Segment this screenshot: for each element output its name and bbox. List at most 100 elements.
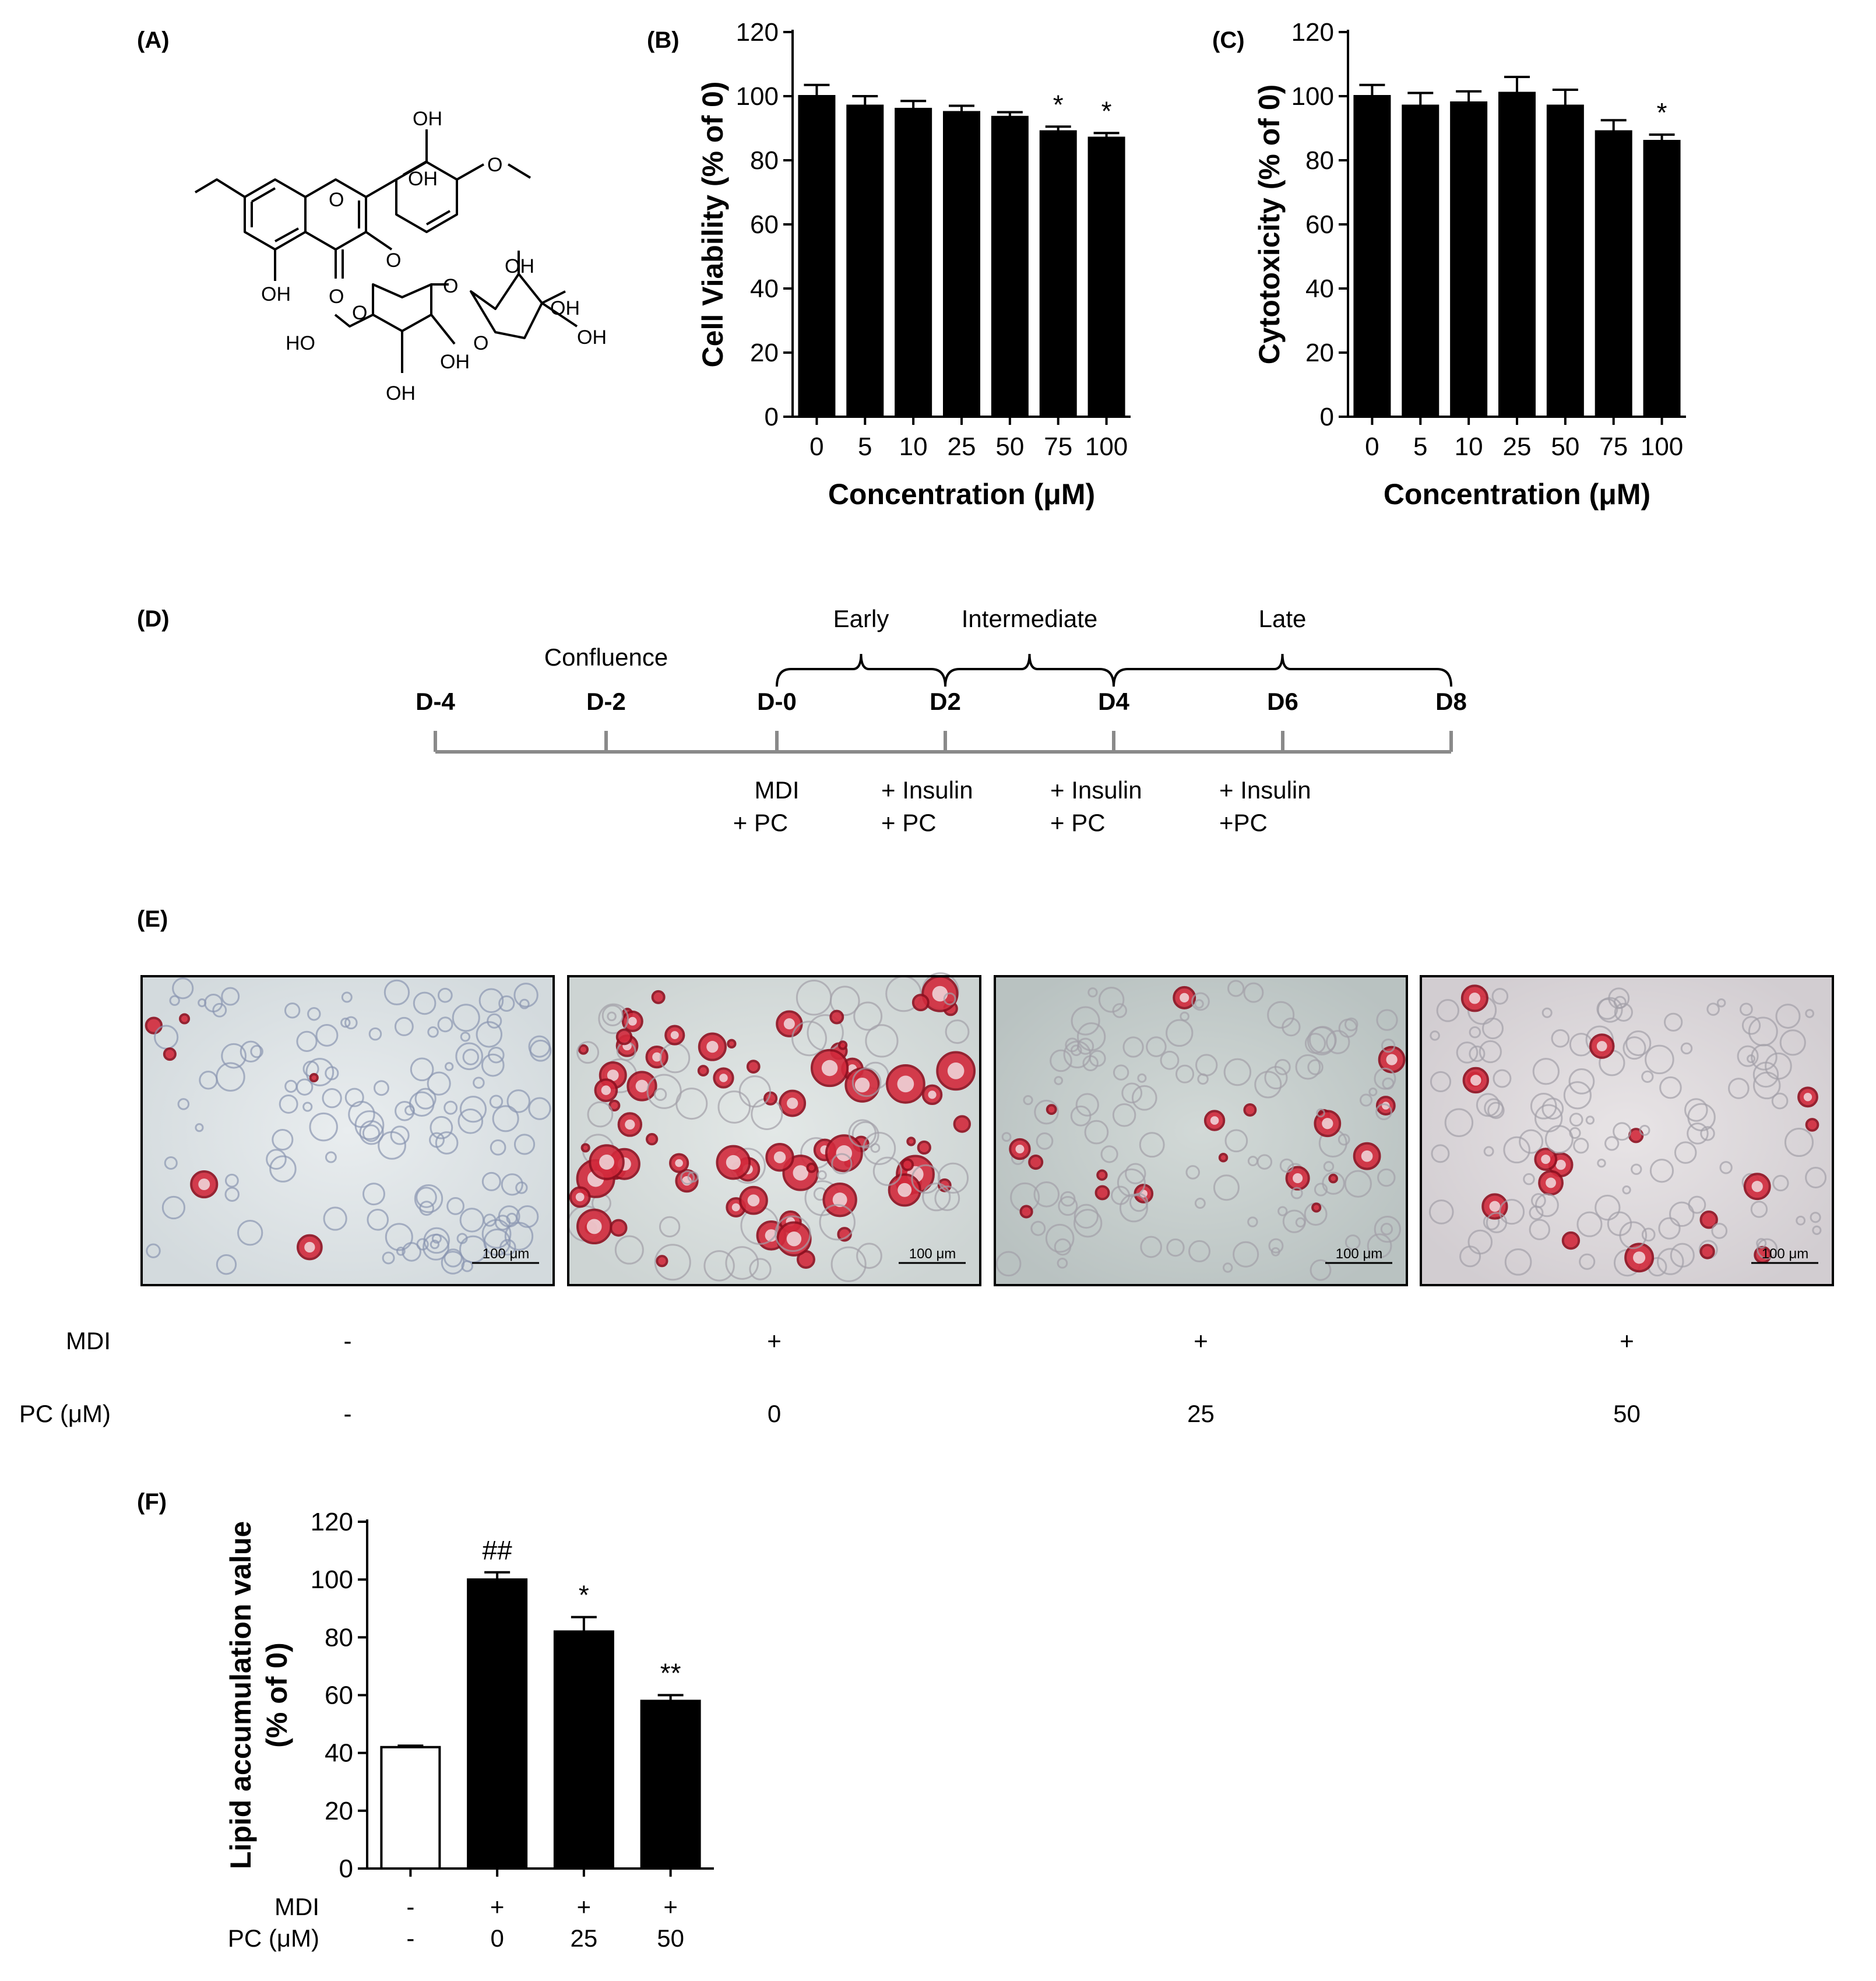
mdi-value: + [1620, 1327, 1634, 1354]
cell [413, 991, 437, 1015]
cell [1254, 1071, 1282, 1099]
cell [656, 1255, 668, 1268]
bar [991, 115, 1029, 418]
cell [340, 1018, 351, 1028]
cell [1568, 1068, 1595, 1095]
cell [806, 1162, 817, 1173]
cell [423, 1227, 450, 1254]
cell-lumen [1546, 1177, 1556, 1188]
cell [161, 1195, 186, 1220]
cell [995, 1251, 1022, 1277]
y-axis-title: Cytotoxicity (% of 0) [1253, 85, 1286, 365]
bar [1450, 101, 1488, 418]
cell-lumen [625, 1119, 635, 1130]
cell [1664, 1012, 1683, 1032]
cell [1430, 1030, 1440, 1041]
cell [452, 1004, 480, 1032]
cell [382, 1251, 395, 1265]
mol-label: OH [408, 168, 438, 190]
bar [1546, 104, 1584, 418]
cell [1311, 1202, 1322, 1213]
cell [1741, 1016, 1761, 1035]
cell [1771, 1092, 1789, 1110]
cell [414, 1088, 437, 1110]
cell [1367, 1233, 1392, 1259]
cell [1428, 1199, 1454, 1225]
mol-label: OH [413, 108, 442, 130]
cell [367, 1209, 389, 1231]
cell-lumen [586, 1219, 602, 1234]
cell [309, 1073, 319, 1083]
cell [1796, 1215, 1806, 1226]
cell [922, 1183, 951, 1212]
x-tick-label: 5 [858, 432, 872, 461]
y-tick-label: 120 [311, 1508, 353, 1536]
cell [1810, 1212, 1821, 1223]
panel-label-b: (B) [647, 27, 680, 53]
cell [1469, 1046, 1486, 1062]
cell-lumen [628, 1016, 637, 1026]
cell [1377, 1168, 1396, 1187]
cell [717, 1090, 751, 1124]
y-tick-label: 40 [1305, 275, 1334, 303]
cell [1359, 1093, 1373, 1107]
cell [1046, 1104, 1057, 1116]
cell [1376, 1009, 1398, 1031]
bar [640, 1699, 701, 1870]
cell [917, 1140, 931, 1155]
cell [1122, 1036, 1144, 1058]
cell-lumen [897, 1075, 914, 1093]
significance-label: * [1657, 97, 1667, 128]
cell [796, 979, 832, 1016]
cell [1481, 1018, 1504, 1040]
micrograph-frame [1420, 975, 1834, 1286]
cell [1247, 1156, 1258, 1167]
mol-ring-o: O [473, 332, 488, 354]
cell-lumen [947, 1062, 965, 1079]
cell-lumen [719, 1074, 728, 1082]
micrograph-panel: 100 μm [1420, 975, 1834, 1286]
cell [1619, 1221, 1648, 1250]
cell [1805, 1009, 1814, 1018]
cell [394, 1016, 414, 1036]
scale-bar-label: 100 μm [1762, 1246, 1809, 1262]
bar [1087, 136, 1125, 418]
cell [430, 1239, 440, 1250]
cell [195, 1123, 204, 1132]
cell [1222, 1262, 1233, 1273]
cell [1307, 1026, 1336, 1055]
cell [1687, 1123, 1709, 1145]
x-tick-label: 75 [1599, 432, 1628, 461]
cell [516, 1205, 539, 1228]
cell [1699, 1244, 1715, 1259]
cell [462, 1048, 480, 1065]
pc-value: 0 [768, 1400, 781, 1427]
x-tick-label: 10 [1455, 432, 1483, 461]
cell [1523, 1173, 1535, 1185]
timeline-day-label: D-0 [757, 688, 797, 715]
cell [1045, 1223, 1075, 1253]
cell [1757, 1238, 1778, 1259]
micrograph-frame [567, 975, 981, 1286]
cell [284, 1002, 301, 1019]
cell [487, 1013, 502, 1029]
cell [1561, 1231, 1581, 1250]
treatment-label: + PC [1050, 809, 1106, 836]
mol-ring-o: O [443, 275, 458, 297]
timeline-day-label: D8 [1435, 688, 1467, 715]
cell [478, 988, 504, 1014]
significance-label: ** [660, 1658, 681, 1688]
mol-label: OH [577, 326, 607, 349]
cell [444, 1062, 454, 1071]
chart-cytotoxicity: 0 20 40 60 80 100 120 0 5 10 25 50 75 * 100 Concentrati… [1253, 18, 1686, 511]
cell [1100, 1145, 1118, 1163]
cell [1188, 1240, 1211, 1262]
treatment-label: + Insulin [881, 776, 973, 804]
pc-value: 50 [1613, 1400, 1641, 1427]
cell [1094, 1185, 1110, 1201]
condition-value: 0 [490, 1924, 504, 1952]
cell [1084, 1120, 1109, 1145]
cell [295, 1078, 314, 1096]
cell [1166, 1019, 1194, 1047]
